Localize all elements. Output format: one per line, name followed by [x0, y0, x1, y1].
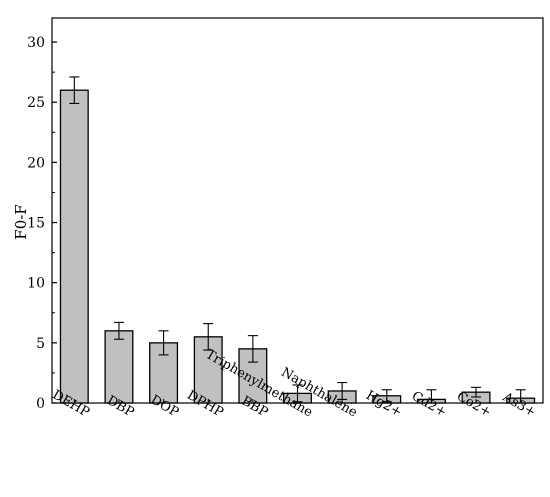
x-tick-label: Cd2+: [409, 389, 449, 421]
error-bar: [471, 386, 482, 398]
x-tick-label: Hg2+: [363, 388, 404, 420]
y-tick-label: 20: [27, 155, 45, 171]
y-tick-label: 5: [36, 336, 45, 352]
error-bar: [158, 330, 169, 356]
y-tick-label: 15: [27, 216, 45, 232]
bar-dbp: [104, 330, 134, 404]
y-tick-label: 30: [27, 35, 45, 51]
y-tick-label: 25: [27, 95, 45, 111]
error-bar: [247, 335, 258, 363]
y-tick-label: 0: [36, 396, 45, 412]
error-bar: [69, 76, 80, 104]
error-bar: [113, 321, 124, 340]
y-axis-label: F0-F: [12, 204, 30, 239]
bar-dehp: [59, 89, 89, 404]
error-bar: [203, 323, 214, 351]
x-tick-label: As3+: [499, 389, 538, 420]
y-tick-label: 10: [27, 276, 45, 292]
